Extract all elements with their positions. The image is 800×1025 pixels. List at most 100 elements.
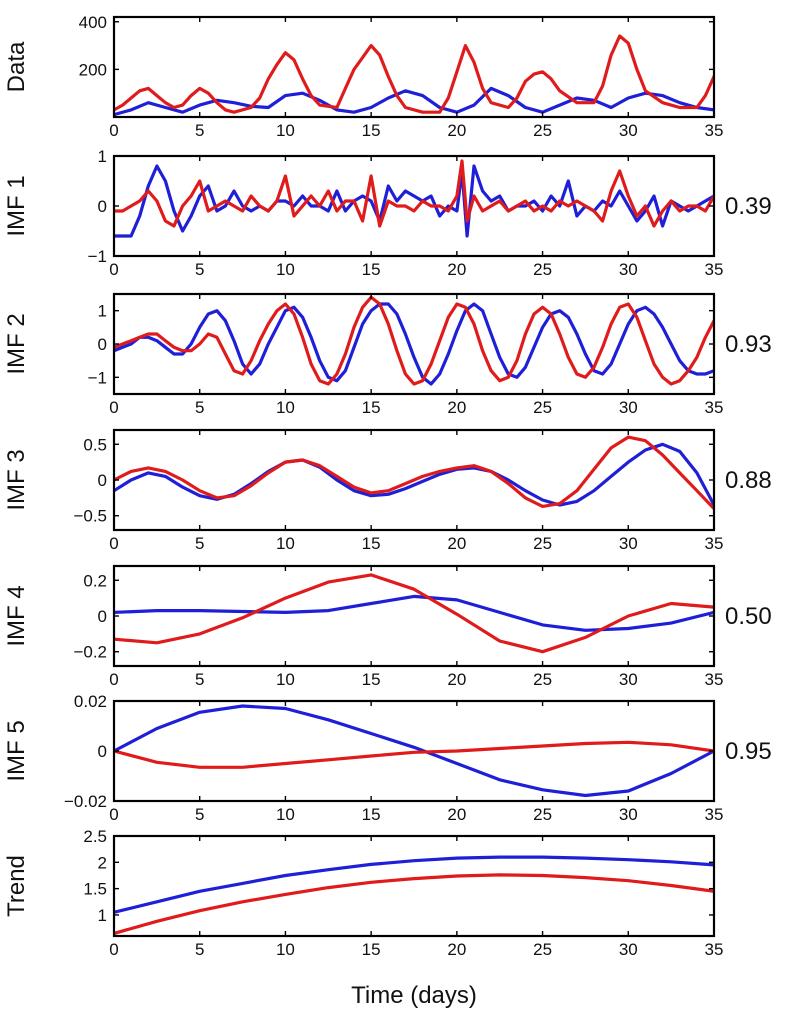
x-tick-label: 15 xyxy=(362,398,381,417)
x-tick-label: 25 xyxy=(533,805,552,824)
x-tick-label: 5 xyxy=(195,260,204,279)
plot-frame xyxy=(112,292,716,396)
y-tick-label: 0.02 xyxy=(74,692,107,711)
x-tick-label: 35 xyxy=(705,940,724,959)
y-tick-label: 200 xyxy=(79,60,107,79)
x-tick-label: 15 xyxy=(362,121,381,140)
y-tick-label: 1 xyxy=(98,147,107,166)
y-tick-label: 0 xyxy=(98,197,107,216)
x-tick-label: 20 xyxy=(447,260,466,279)
x-tick-label: 10 xyxy=(276,260,295,279)
x-tick-label: 20 xyxy=(447,534,466,553)
x-tick-label: 10 xyxy=(276,534,295,553)
panel-7: 0 5 10 15 20 25 30 35 1 1.5 2 2.5 Trend xyxy=(3,827,723,959)
red-series-line xyxy=(114,573,714,654)
x-axis-label: Time (days) xyxy=(351,982,477,1009)
x-tick-label: 10 xyxy=(276,121,295,140)
x-tick-label: 0 xyxy=(109,805,118,824)
red-series-line xyxy=(114,159,714,228)
correlation-value: 0.93 xyxy=(725,331,772,358)
x-tick-label: 25 xyxy=(533,670,552,689)
series-group xyxy=(114,295,714,386)
y-tick-label: 2.5 xyxy=(83,827,107,846)
x-tick-label: 25 xyxy=(533,398,552,417)
x-tick-label: 0 xyxy=(109,398,118,417)
x-tick-label: 30 xyxy=(619,940,638,959)
y-tick-label: −1 xyxy=(88,247,107,266)
x-tick-label: 25 xyxy=(533,260,552,279)
y-axis-label: Trend xyxy=(3,855,30,917)
blue-series-line xyxy=(114,704,714,798)
x-tick-label: 0 xyxy=(109,121,118,140)
blue-series-line xyxy=(114,855,714,914)
correlation-value: 0.39 xyxy=(725,193,772,220)
y-tick-label: 0 xyxy=(98,471,107,490)
plot-frame xyxy=(112,564,716,668)
x-tick-label: 25 xyxy=(533,940,552,959)
y-tick-label: −0.2 xyxy=(73,643,107,662)
x-tick-label: 0 xyxy=(109,534,118,553)
y-tick-label: −1 xyxy=(88,368,107,387)
x-tick-label: 30 xyxy=(619,121,638,140)
series-group xyxy=(114,435,714,511)
y-axis-label: IMF 5 xyxy=(3,720,30,781)
red-series-line xyxy=(114,435,714,511)
y-tick-label: −0.5 xyxy=(73,507,107,526)
x-tick-label: 35 xyxy=(705,398,724,417)
y-axis-label: IMF 2 xyxy=(3,313,30,374)
panel-1: 0 5 10 15 20 25 30 35 200 400 Data xyxy=(3,13,723,140)
x-tick-label: 0 xyxy=(109,260,118,279)
x-tick-label: 15 xyxy=(362,670,381,689)
y-axis-label: IMF 4 xyxy=(3,585,30,646)
red-series-line xyxy=(114,34,714,114)
x-tick-label: 35 xyxy=(705,260,724,279)
x-tick-label: 30 xyxy=(619,534,638,553)
x-tick-label: 10 xyxy=(276,940,295,959)
correlation-value: 0.88 xyxy=(725,467,772,494)
y-tick-label: 400 xyxy=(79,13,107,32)
plot-frame xyxy=(112,834,716,938)
x-tick-label: 15 xyxy=(362,805,381,824)
x-tick-label: 5 xyxy=(195,121,204,140)
y-axis-label: IMF 3 xyxy=(3,449,30,510)
blue-series-line xyxy=(114,302,714,386)
blue-series-line xyxy=(114,442,714,507)
x-tick-label: 35 xyxy=(705,670,724,689)
plot-frame xyxy=(112,15,716,119)
series-group xyxy=(114,159,714,238)
x-tick-label: 20 xyxy=(447,670,466,689)
x-tick-label: 0 xyxy=(109,670,118,689)
series-group xyxy=(114,855,714,936)
series-group xyxy=(114,573,714,654)
red-series-line xyxy=(114,295,714,386)
x-tick-label: 35 xyxy=(705,121,724,140)
series-group xyxy=(114,34,714,117)
x-tick-label: 30 xyxy=(619,398,638,417)
plot-frame xyxy=(112,154,716,258)
x-tick-label: 35 xyxy=(705,805,724,824)
x-tick-label: 10 xyxy=(276,670,295,689)
y-tick-label: 0 xyxy=(98,607,107,626)
x-tick-label: 20 xyxy=(447,398,466,417)
red-series-line xyxy=(114,740,714,769)
correlation-value: 0.95 xyxy=(725,738,772,765)
y-tick-label: −0.02 xyxy=(64,792,107,811)
y-tick-label: 0.5 xyxy=(83,435,107,454)
x-tick-label: 10 xyxy=(276,398,295,417)
x-tick-label: 30 xyxy=(619,670,638,689)
x-tick-label: 5 xyxy=(195,398,204,417)
y-tick-label: 0 xyxy=(98,335,107,354)
y-tick-label: 0.2 xyxy=(83,571,107,590)
y-axis-label: IMF 1 xyxy=(3,175,30,236)
x-tick-label: 15 xyxy=(362,534,381,553)
x-tick-label: 5 xyxy=(195,805,204,824)
x-tick-label: 15 xyxy=(362,260,381,279)
x-tick-label: 5 xyxy=(195,670,204,689)
x-tick-label: 35 xyxy=(705,534,724,553)
